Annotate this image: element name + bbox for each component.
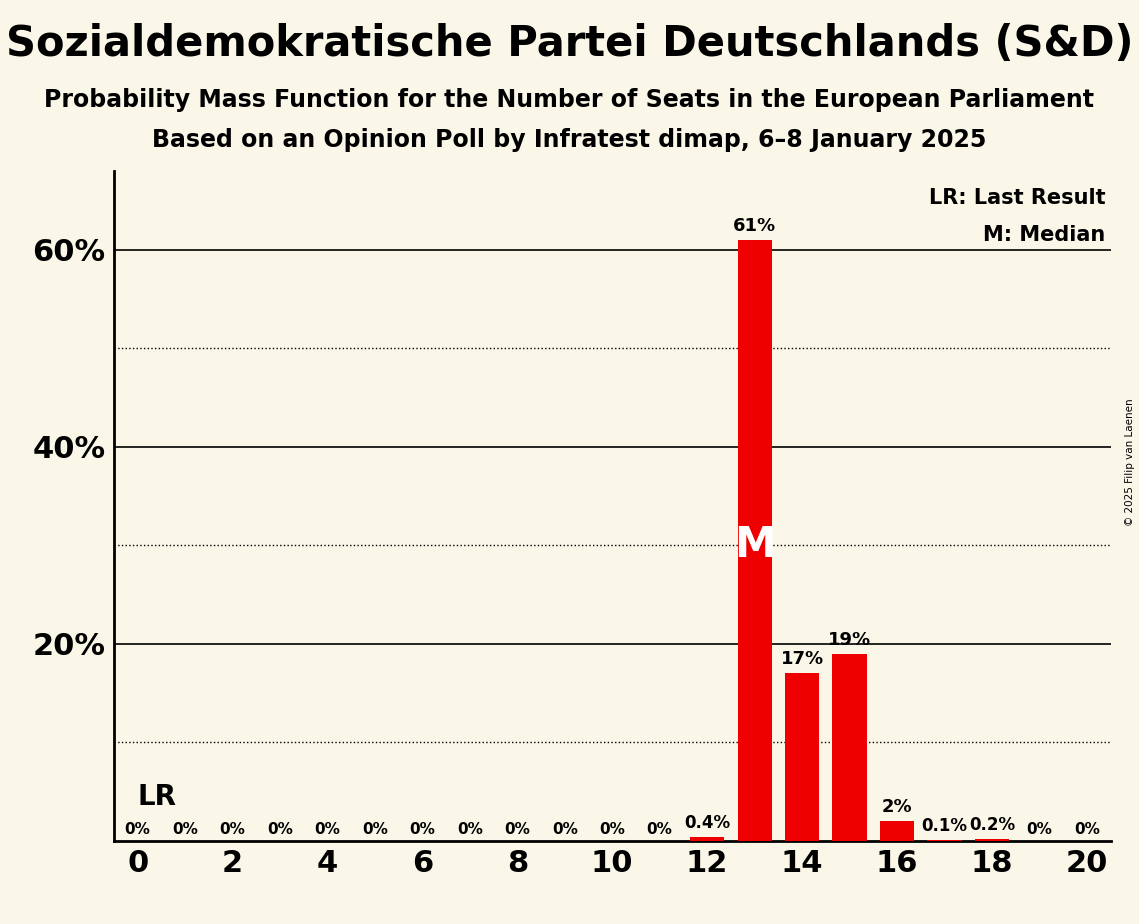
Text: 61%: 61%	[734, 217, 776, 235]
Text: Probability Mass Function for the Number of Seats in the European Parliament: Probability Mass Function for the Number…	[44, 88, 1095, 112]
Text: 0%: 0%	[124, 822, 150, 837]
Text: Sozialdemokratische Partei Deutschlands (S&D): Sozialdemokratische Partei Deutschlands …	[6, 23, 1133, 65]
Text: 0%: 0%	[362, 822, 388, 837]
Bar	[975, 839, 1009, 841]
Text: LR: Last Result: LR: Last Result	[929, 188, 1106, 208]
Bar	[927, 840, 961, 841]
Text: 0%: 0%	[314, 822, 341, 837]
Text: 0.2%: 0.2%	[969, 816, 1015, 834]
Text: LR: LR	[138, 783, 177, 810]
Text: 0%: 0%	[220, 822, 246, 837]
Text: 0%: 0%	[505, 822, 531, 837]
Bar	[785, 674, 819, 841]
Text: 17%: 17%	[780, 650, 823, 668]
Bar	[690, 837, 724, 841]
Text: 0%: 0%	[647, 822, 673, 837]
Text: Based on an Opinion Poll by Infratest dimap, 6–8 January 2025: Based on an Opinion Poll by Infratest di…	[153, 128, 986, 152]
Text: 0%: 0%	[599, 822, 625, 837]
Text: 0.1%: 0.1%	[921, 817, 967, 835]
Text: 0%: 0%	[457, 822, 483, 837]
Text: 0%: 0%	[1074, 822, 1100, 837]
Text: 0.4%: 0.4%	[685, 814, 730, 832]
Text: 19%: 19%	[828, 631, 871, 649]
Text: 0%: 0%	[551, 822, 577, 837]
Bar	[880, 821, 913, 841]
Text: 0%: 0%	[172, 822, 198, 837]
Text: M: M	[734, 524, 776, 566]
Bar	[738, 240, 772, 841]
Text: 0%: 0%	[267, 822, 293, 837]
Bar	[833, 653, 867, 841]
Text: 0%: 0%	[409, 822, 435, 837]
Text: 2%: 2%	[882, 798, 912, 816]
Text: 0%: 0%	[1026, 822, 1052, 837]
Text: © 2025 Filip van Laenen: © 2025 Filip van Laenen	[1125, 398, 1134, 526]
Text: M: Median: M: Median	[983, 225, 1106, 245]
